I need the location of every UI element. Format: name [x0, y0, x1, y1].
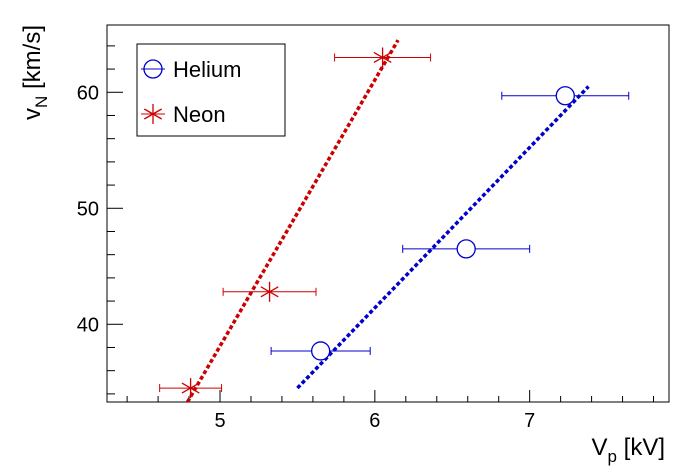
- star-stroke: [373, 51, 392, 64]
- point-neon: [373, 47, 392, 68]
- x-axis-title-main: V: [592, 434, 608, 461]
- tick-labels: 5 6 7 40 50 60: [77, 82, 535, 432]
- y-tick-label: 60: [77, 82, 99, 104]
- x-tick-label: 7: [524, 410, 535, 432]
- point-helium: [311, 341, 331, 361]
- point-helium: [555, 86, 575, 106]
- legend-entry-neon: Neon: [141, 102, 226, 127]
- fit-line-neon: [185, 39, 400, 403]
- data-points: [159, 47, 630, 399]
- legend-entry-helium: Helium: [141, 57, 241, 82]
- legend-helium-marker: [143, 59, 163, 79]
- y-axis-title-main: v: [19, 108, 46, 120]
- y-tick-label: 50: [77, 198, 99, 220]
- fit-lines: [185, 39, 590, 403]
- legend-neon-marker: [143, 104, 163, 124]
- star-stroke: [181, 382, 200, 394]
- y-tick-label: 40: [77, 314, 99, 336]
- axis-ticks: [107, 45, 655, 402]
- star-stroke: [260, 286, 279, 298]
- y-axis-title: vN [km/s]: [19, 25, 51, 120]
- fit-line-helium: [296, 85, 590, 390]
- y-axis-title-unit: [km/s]: [19, 25, 46, 96]
- legend-helium-label: Helium: [173, 57, 241, 82]
- point-neon: [260, 281, 279, 302]
- legend-neon-label: Neon: [173, 102, 226, 127]
- point-helium: [456, 239, 476, 259]
- point-neon: [181, 378, 200, 399]
- x-tick-label: 6: [369, 410, 380, 432]
- x-axis-title-unit: [kV]: [617, 434, 665, 461]
- y-axis-title-sub: N: [32, 96, 51, 108]
- x-axis-title-sub: p: [608, 447, 617, 466]
- legend-box: [136, 43, 286, 137]
- legend: Helium Neon: [136, 43, 286, 137]
- x-axis-title: Vp [kV]: [592, 434, 666, 466]
- x-tick-label: 5: [214, 410, 225, 432]
- plot-frame: [106, 24, 670, 403]
